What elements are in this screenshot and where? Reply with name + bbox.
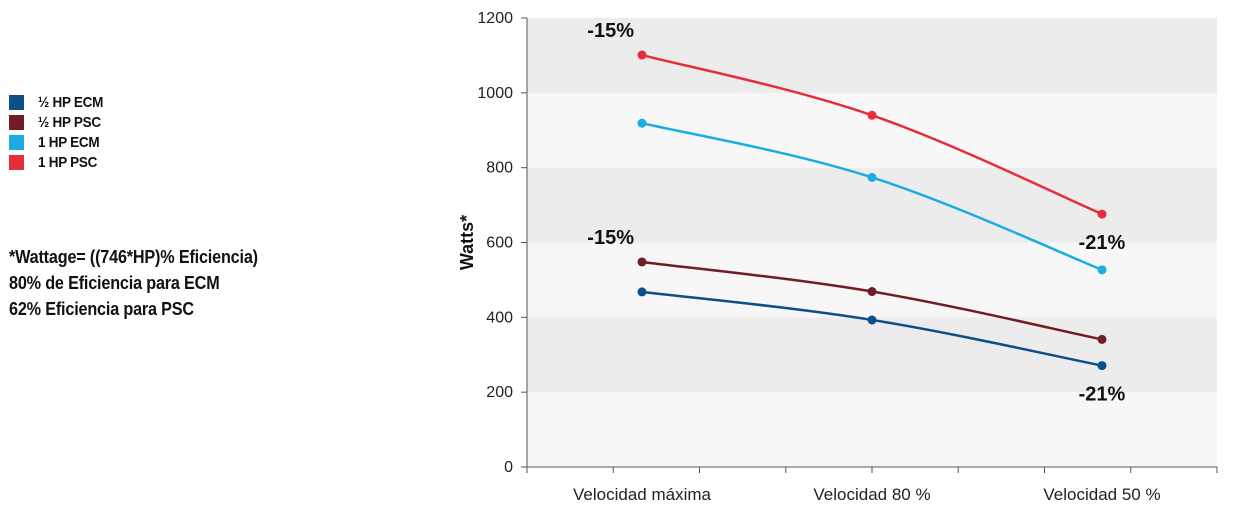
- data-point: [637, 118, 647, 128]
- legend-label: ½ HP ECM: [38, 93, 104, 111]
- data-point: [637, 50, 647, 60]
- data-annotation: -15%: [587, 20, 634, 42]
- y-tick-label: 600: [486, 235, 513, 252]
- grid-band: [527, 92, 1217, 168]
- legend-swatch: [9, 94, 24, 110]
- grid-band: [527, 242, 1217, 318]
- data-point: [1097, 334, 1107, 344]
- data-point: [1097, 361, 1107, 371]
- data-annotation: -21%: [1079, 232, 1126, 254]
- data-point: [1097, 209, 1107, 219]
- legend-swatch: [9, 134, 24, 150]
- y-tick-label: 400: [486, 309, 513, 326]
- data-annotation: -15%: [587, 227, 634, 249]
- legend-swatch: [9, 114, 24, 130]
- x-tick-label: Velocidad máxima: [573, 485, 712, 504]
- legend-item: 1 HP ECM: [9, 132, 110, 152]
- note-formula: *Wattage= ((746*HP)% Eficiencia): [9, 247, 258, 267]
- legend-label: ½ HP PSC: [38, 113, 101, 131]
- data-point: [1097, 265, 1107, 275]
- y-tick-label: 1200: [477, 10, 513, 27]
- x-tick-label: Velocidad 50 %: [1043, 485, 1160, 504]
- data-point: [867, 110, 877, 120]
- y-tick-label: 800: [486, 160, 513, 177]
- data-annotation: -21%: [1079, 384, 1126, 406]
- y-tick-label: 200: [486, 384, 513, 401]
- legend-label: 1 HP ECM: [38, 133, 100, 151]
- legend-swatch: [9, 154, 24, 170]
- x-tick-label: Velocidad 80 %: [813, 485, 930, 504]
- note-ecm-efficiency: 80% de Eficiencia para ECM: [9, 273, 220, 293]
- grid-band: [527, 317, 1217, 393]
- y-tick-label: 0: [504, 459, 513, 476]
- grid-band: [527, 392, 1217, 467]
- chart-legend: ½ HP ECM ½ HP PSC 1 HP ECM 1 HP PSC: [9, 92, 110, 172]
- legend-item: 1 HP PSC: [9, 152, 110, 172]
- wattage-notes: *Wattage= ((746*HP)% Eficiencia) 80% de …: [9, 244, 286, 322]
- data-point: [867, 172, 877, 182]
- y-tick-label: 1000: [477, 85, 513, 102]
- data-point: [867, 315, 877, 325]
- data-point: [637, 287, 647, 297]
- data-point: [637, 257, 647, 267]
- legend-item: ½ HP PSC: [9, 112, 110, 132]
- note-psc-efficiency: 62% Eficiencia para PSC: [9, 299, 194, 319]
- data-point: [867, 287, 877, 297]
- legend-item: ½ HP ECM: [9, 92, 110, 112]
- legend-label: 1 HP PSC: [38, 153, 98, 171]
- y-axis-title: Watts*: [457, 215, 477, 270]
